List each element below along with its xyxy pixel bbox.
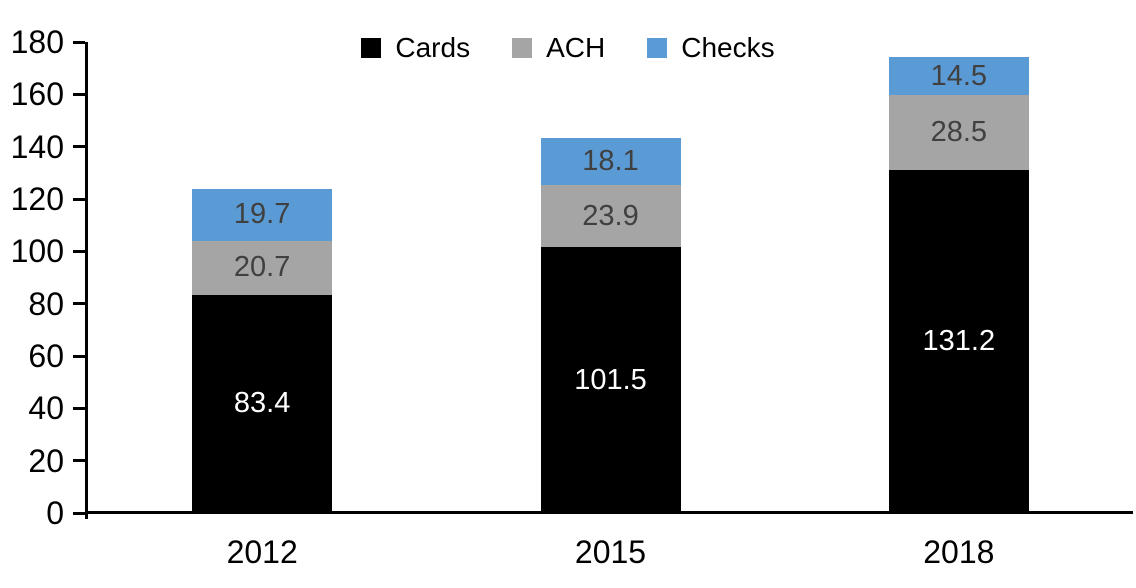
legend-label: Cards bbox=[395, 32, 471, 63]
legend-swatch-icon bbox=[361, 38, 382, 58]
bar-segment-cards-2015: 101.5 bbox=[540, 247, 681, 513]
y-tick-label: 0 bbox=[46, 495, 64, 531]
legend-item-ach: ACH bbox=[512, 34, 605, 62]
x-category-label-2012: 2012 bbox=[226, 534, 298, 570]
y-tick-mark bbox=[73, 249, 85, 253]
bar-segment-checks-2018: 14.5 bbox=[888, 57, 1029, 96]
bar-value-label: 18.1 bbox=[582, 144, 639, 177]
y-tick-mark bbox=[73, 197, 85, 201]
y-tick-mark bbox=[73, 406, 85, 410]
bar-2015: 101.5 23.9 18.1 bbox=[540, 137, 681, 513]
y-tick-mark bbox=[73, 354, 85, 358]
legend-label: Checks bbox=[681, 32, 775, 63]
y-tick-label: 160 bbox=[10, 76, 64, 113]
bar-value-label: 101.5 bbox=[574, 363, 647, 396]
bar-segment-cards-2012: 83.4 bbox=[192, 294, 333, 513]
y-tick-label: 120 bbox=[10, 181, 64, 217]
y-tick-label: 40 bbox=[28, 390, 64, 427]
bar-segment-checks-2015: 18.1 bbox=[540, 137, 681, 185]
y-axis-line bbox=[85, 42, 88, 519]
bar-segment-ach-2012: 20.7 bbox=[192, 240, 333, 295]
bar-2012: 83.4 20.7 19.7 bbox=[192, 189, 333, 513]
bar-segment-checks-2012: 19.7 bbox=[192, 189, 333, 241]
bar-segment-ach-2015: 23.9 bbox=[540, 184, 681, 248]
bar-value-label: 28.5 bbox=[930, 115, 988, 148]
y-tick-label: 80 bbox=[28, 285, 64, 322]
y-tick-label: 180 bbox=[10, 24, 64, 60]
bar-value-label: 20.7 bbox=[233, 251, 291, 284]
bar-value-label: 83.4 bbox=[233, 387, 291, 420]
legend-swatch-icon bbox=[647, 38, 668, 58]
y-tick-label: 20 bbox=[28, 442, 64, 479]
legend-item-checks: Checks bbox=[647, 32, 775, 63]
y-tick-label: 140 bbox=[10, 128, 64, 165]
y-tick-mark bbox=[73, 92, 85, 96]
chart-legend: Cards ACH Checks bbox=[0, 34, 1136, 62]
legend-item-cards: Cards bbox=[361, 34, 470, 62]
y-tick-mark bbox=[73, 302, 85, 306]
bar-2018: 131.2 28.5 14.5 bbox=[888, 57, 1029, 513]
y-tick-mark bbox=[73, 145, 85, 149]
bar-segment-cards-2018: 131.2 bbox=[888, 169, 1029, 513]
legend-swatch-icon bbox=[512, 38, 533, 58]
legend-label: ACH bbox=[546, 32, 606, 63]
x-category-label-2015: 2015 bbox=[574, 534, 647, 570]
y-tick-mark bbox=[73, 40, 85, 44]
y-tick-label: 60 bbox=[28, 338, 64, 374]
bar-segment-ach-2018: 28.5 bbox=[888, 95, 1029, 170]
bar-value-label: 19.7 bbox=[233, 198, 291, 231]
y-tick-mark bbox=[73, 511, 85, 515]
x-category-label-2018: 2018 bbox=[923, 534, 995, 570]
bar-value-label: 131.2 bbox=[922, 324, 996, 357]
y-tick-label: 100 bbox=[10, 233, 64, 270]
x-axis-line bbox=[85, 511, 1133, 514]
y-tick-mark bbox=[73, 459, 85, 463]
bar-value-label: 23.9 bbox=[582, 199, 639, 232]
bar-value-label: 14.5 bbox=[930, 59, 988, 92]
